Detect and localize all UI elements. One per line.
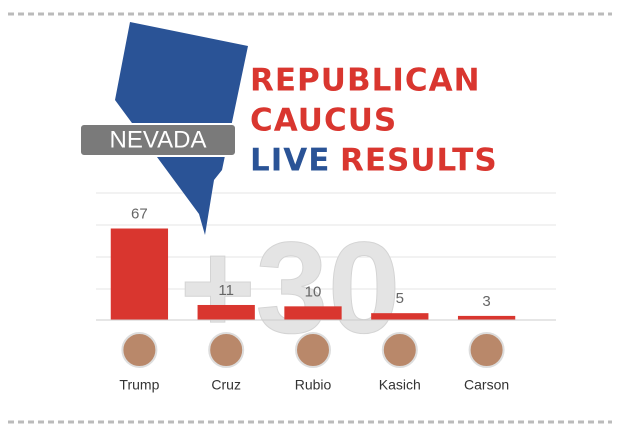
x-tick-label: Cruz	[211, 377, 241, 393]
candidate-photo	[121, 332, 158, 368]
value-label: 67	[131, 205, 148, 222]
candidate-photo	[295, 332, 331, 368]
bar	[197, 304, 255, 320]
x-tick-label: Rubio	[295, 377, 332, 393]
grid	[96, 192, 556, 290]
headline: REPUBLICAN	[250, 63, 481, 99]
value-label: 5	[396, 290, 404, 307]
x-tick-label: Kasich	[379, 377, 421, 393]
bar	[371, 313, 429, 320]
candidate-photo	[468, 332, 505, 368]
headline: LIVE	[250, 143, 330, 179]
headline: CAUCUS	[250, 103, 397, 139]
bar	[457, 315, 516, 320]
value-label: 11	[218, 282, 234, 299]
x-tick-label: Trump	[119, 377, 159, 393]
candidate-photo	[208, 332, 245, 368]
bar	[110, 228, 169, 320]
state-label-box	[79, 123, 237, 157]
value-label: 10	[305, 283, 322, 300]
state-label: NEVADA	[110, 126, 207, 153]
value-label: 3	[482, 293, 490, 310]
bar	[284, 306, 342, 320]
headline: RESULTS	[340, 143, 498, 179]
x-tick-label: Carson	[464, 377, 509, 393]
candidate-photo	[381, 332, 418, 368]
